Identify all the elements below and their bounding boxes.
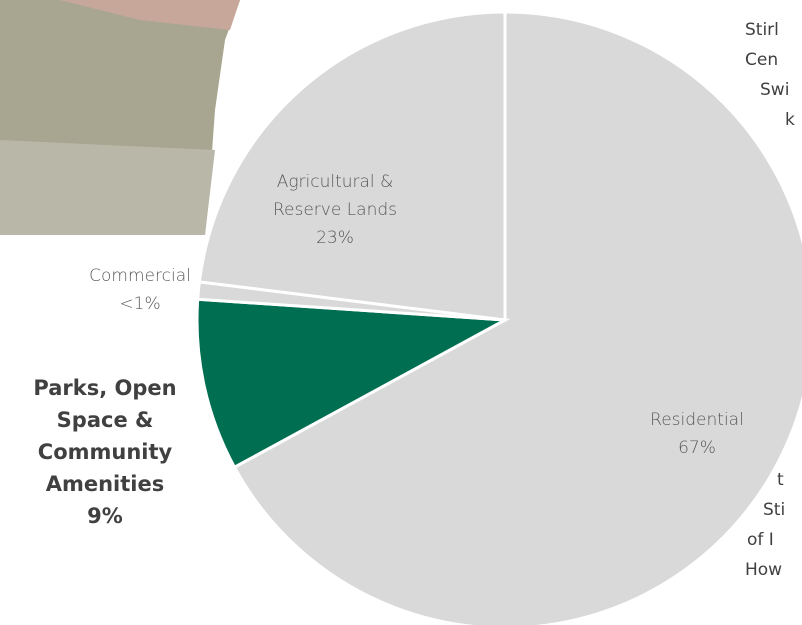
category-label: Residential [650, 410, 744, 430]
background-text: How [745, 560, 783, 580]
value-label: 67% [678, 438, 716, 458]
category-label: Parks, Open Space & Community Amenities [33, 376, 177, 496]
pie-slice [197, 10, 507, 322]
photo-roof [0, 0, 240, 30]
background-text: Stirl [745, 20, 779, 40]
photo-field [0, 140, 215, 235]
slice-label: Parks, Open Space & Community Amenities 9… [10, 372, 200, 532]
background-text: t [777, 470, 784, 490]
value-label: 9% [87, 504, 123, 528]
background-text: of I [747, 530, 774, 550]
category-label: Agricultural & Reserve Lands [272, 172, 398, 220]
pie-slice [232, 10, 802, 625]
slice-label: Residential 67% [617, 406, 777, 462]
background-text: Swi [760, 80, 790, 100]
value-label: <1% [119, 294, 161, 314]
background-text: Sti [763, 500, 786, 520]
value-label: 23% [316, 228, 354, 248]
slice-label: Commercial <1% [70, 262, 210, 318]
slice-label: Agricultural & Reserve Lands 23% [250, 168, 420, 252]
background-text: Cen [745, 50, 779, 70]
background-text: k [785, 110, 795, 130]
pie-slice [195, 297, 511, 470]
category-label: Commercial [89, 266, 191, 286]
